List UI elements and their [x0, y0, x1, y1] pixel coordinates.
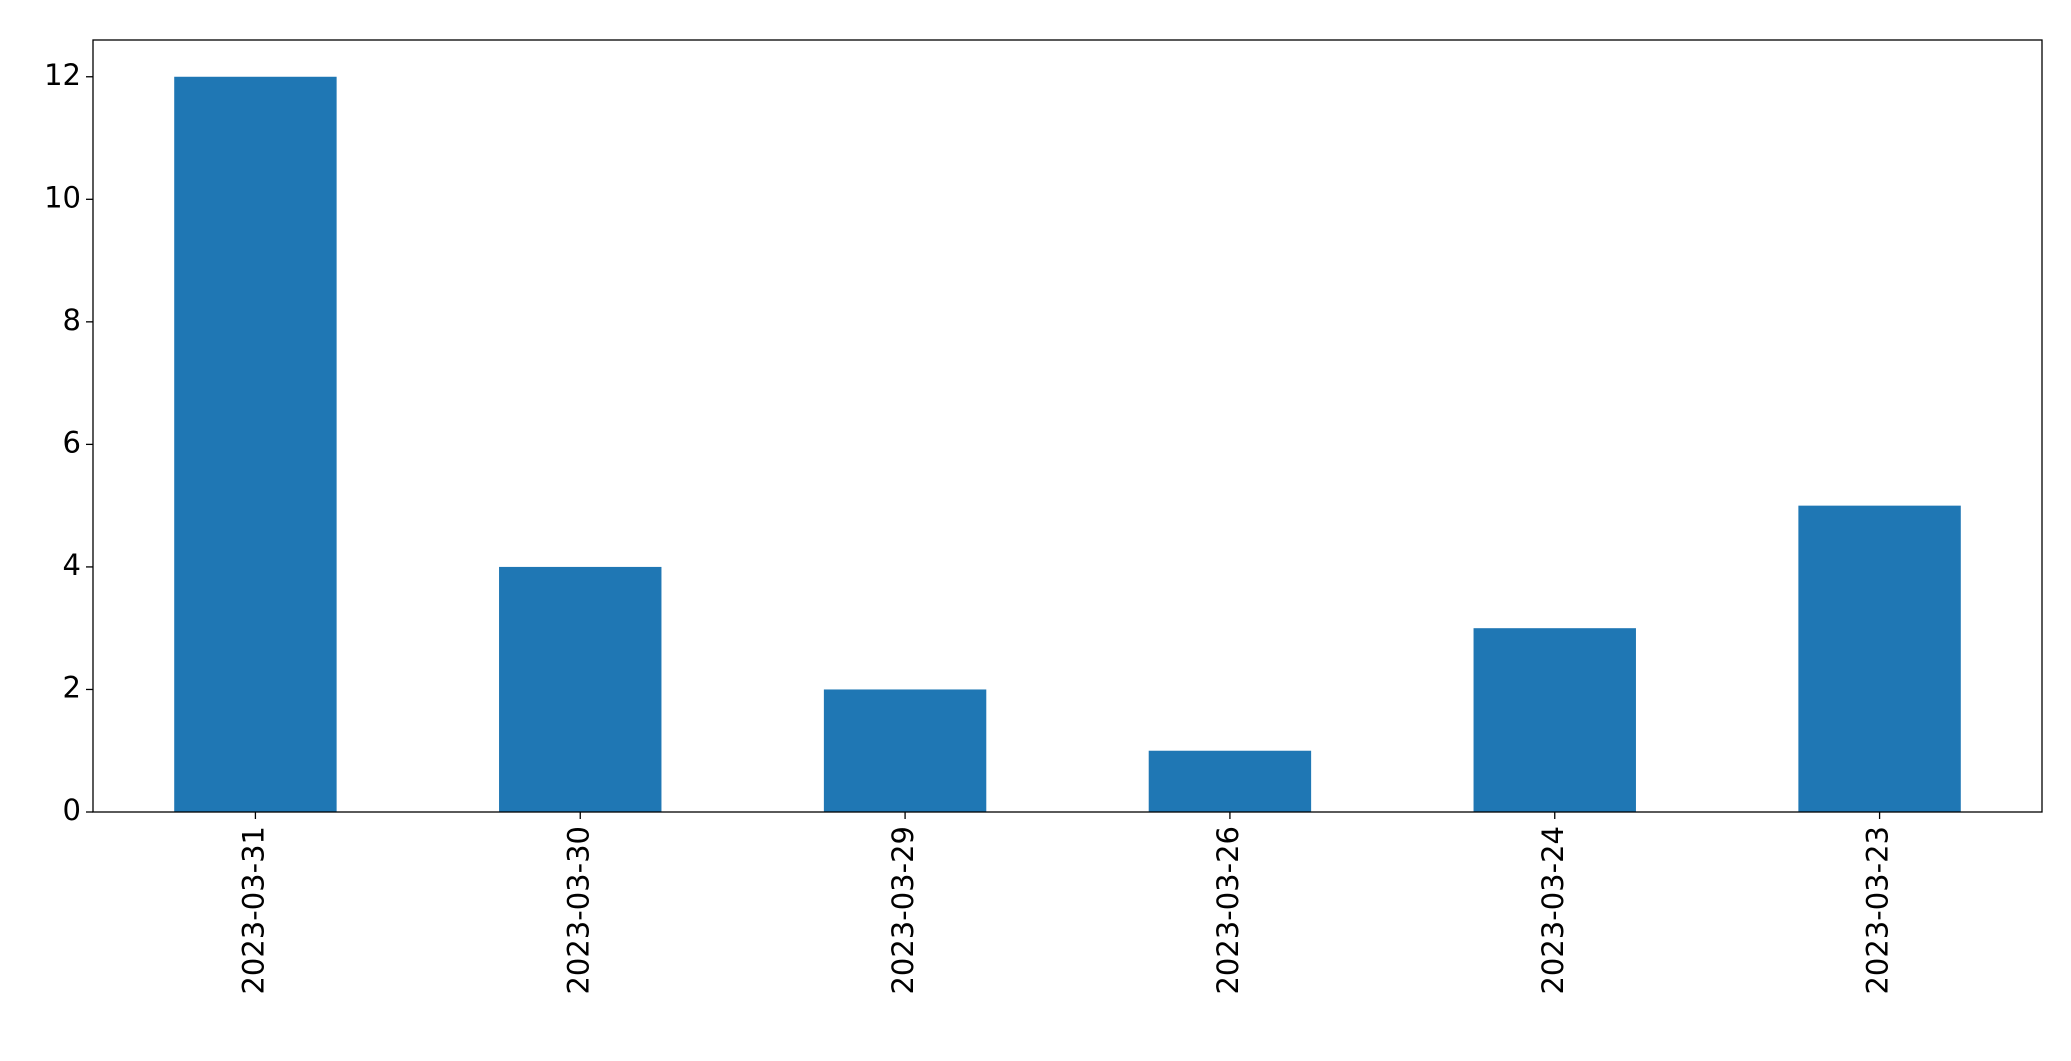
y-tick-label: 2 — [63, 670, 81, 704]
y-tick-label: 8 — [63, 303, 81, 337]
bar — [1798, 505, 1961, 812]
x-tick-label: 2023-03-29 — [886, 826, 920, 995]
x-tick-label: 2023-03-23 — [1861, 826, 1895, 995]
y-tick-label: 4 — [63, 548, 81, 582]
y-tick-label: 0 — [63, 793, 81, 827]
x-tick-label: 2023-03-30 — [561, 826, 595, 995]
bar — [499, 566, 662, 812]
x-tick-label: 2023-03-26 — [1211, 826, 1245, 995]
x-tick-label: 2023-03-31 — [236, 826, 270, 995]
bar — [1473, 628, 1636, 812]
bar — [823, 689, 987, 812]
y-tick-label: 6 — [63, 425, 81, 459]
y-tick-label: 10 — [44, 180, 81, 214]
y-tick-label: 12 — [44, 58, 81, 92]
bar — [174, 76, 337, 812]
bar — [1148, 750, 1312, 812]
plot-frame — [92, 39, 2043, 813]
x-tick-label: 2023-03-24 — [1536, 826, 1570, 995]
